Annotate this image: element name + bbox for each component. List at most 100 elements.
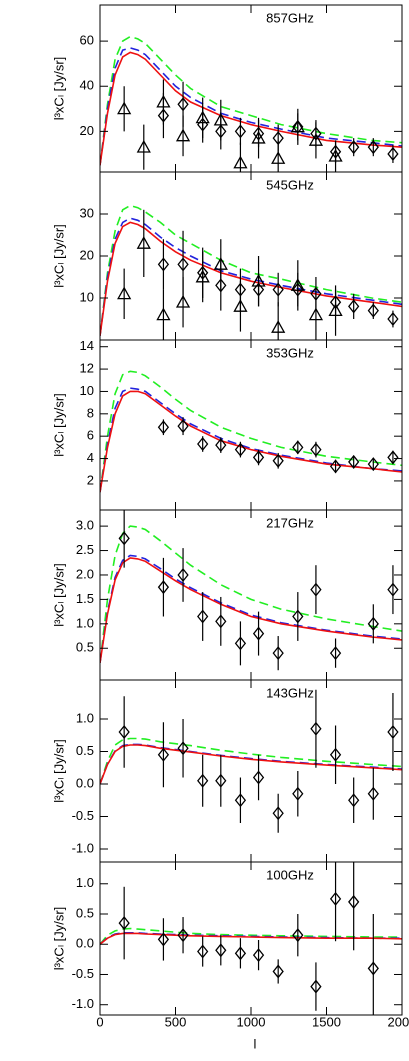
triangle-marker — [271, 151, 286, 164]
panel: 0.5 1.0 1.5 2.0 2.5 3.0 217GHz l³xCₗ [Jy/sr] — [51, 509, 403, 681]
diamond-marker — [215, 943, 227, 958]
diamond-marker — [157, 257, 170, 272]
y-tick-label: 3.0 — [76, 518, 94, 533]
y-axis-label: l³xCₗ [Jy/sr] — [51, 224, 66, 288]
diamond-marker — [197, 773, 209, 788]
panel: 10 20 30 545GHz l³xCₗ [Jy/sr] — [51, 171, 403, 341]
panel-label: 217GHz — [266, 515, 314, 530]
triangle-marker — [308, 307, 324, 321]
diamond-marker — [197, 609, 209, 624]
diamond-marker — [367, 786, 379, 801]
triangle-marker — [328, 303, 343, 317]
diamond-marker — [252, 450, 265, 465]
panel: 2 4 6 8 10 12 14 353GHz l³xCₗ [Jy/sr] — [51, 338, 403, 511]
triangle-marker — [117, 286, 132, 300]
diamond-marker — [118, 531, 130, 546]
y-tick-label: 0.0 — [76, 936, 94, 951]
x-axis-label: l — [254, 1036, 257, 1051]
triangle-marker — [156, 307, 171, 321]
x-tick-label: 1500 — [312, 1014, 341, 1029]
diamond-marker — [215, 614, 227, 629]
y-axis-label: l³xCₗ [Jy/sr] — [51, 563, 66, 627]
y-tick-label: 20 — [80, 123, 94, 138]
triangle-marker — [175, 294, 191, 308]
triangle-marker — [308, 133, 324, 146]
triangle-marker — [213, 257, 228, 270]
plot-area — [100, 510, 402, 671]
panel-frame — [99, 861, 403, 1016]
model-line — [100, 387, 402, 493]
y-tick-label: 14 — [80, 338, 94, 353]
diamond-marker — [197, 436, 209, 452]
diamond-marker — [348, 454, 360, 469]
diamond-marker — [367, 303, 379, 318]
y-tick-label: -1.0 — [72, 840, 94, 855]
model-line — [100, 525, 402, 663]
diamond-marker — [367, 457, 379, 472]
diamond-marker — [348, 793, 360, 808]
diamond-marker — [118, 724, 130, 740]
diamond-marker — [252, 948, 265, 963]
diamond-marker — [348, 299, 360, 314]
model-line — [100, 557, 402, 664]
panel-frame — [99, 171, 403, 341]
triangle-marker — [195, 269, 210, 283]
x-tick-label: 2000 — [388, 1014, 409, 1029]
y-tick-label: 4 — [87, 450, 94, 465]
diamond-marker — [367, 616, 379, 631]
panel-label: 857GHz — [266, 10, 314, 25]
diamond-marker — [118, 916, 130, 931]
diamond-marker — [157, 420, 170, 435]
model-line — [100, 35, 402, 166]
panel-label: 100GHz — [266, 867, 314, 882]
diamond-marker — [272, 282, 284, 297]
y-tick-label: -0.5 — [72, 808, 94, 823]
panel-label: 353GHz — [266, 345, 314, 360]
diamond-marker — [292, 609, 304, 624]
diamond-marker — [387, 582, 399, 597]
y-tick-label: 0.0 — [76, 775, 94, 790]
plot-area — [100, 689, 402, 833]
triangle-marker — [290, 278, 305, 291]
diamond-marker — [234, 793, 247, 808]
y-tick-label: 1.5 — [76, 591, 94, 606]
diamond-marker — [367, 140, 379, 155]
y-axis-label: l³xCₗ [Jy/sr] — [51, 393, 66, 457]
y-tick-label: 2 — [87, 472, 94, 487]
triangle-marker — [233, 299, 248, 312]
panel-label: 143GHz — [266, 685, 314, 700]
triangle-marker — [251, 273, 266, 287]
panel-frame — [99, 509, 403, 681]
diamond-marker — [234, 442, 247, 457]
diamond-marker — [177, 741, 189, 756]
y-tick-label: 60 — [80, 33, 94, 48]
plot-area — [100, 862, 402, 1015]
diamond-marker — [292, 786, 304, 801]
y-tick-label: 1.0 — [76, 710, 94, 725]
panel: 20 40 60 857GHz l³xCₗ [Jy/sr] — [51, 4, 403, 173]
model-line — [100, 927, 402, 945]
panel-frame — [99, 679, 403, 863]
diamond-marker — [215, 438, 227, 453]
y-tick-label: 2.5 — [76, 542, 94, 557]
panel: -1.0 -0.5 0.0 0.5 1.0 0 500 1000 1500 2000 l 100GHz… — [51, 861, 409, 1051]
diamond-marker — [387, 724, 399, 740]
model-line — [100, 390, 402, 493]
y-tick-label: 20 — [80, 247, 94, 262]
diamond-marker — [215, 773, 227, 788]
diamond-marker — [329, 891, 342, 906]
diamond-marker — [387, 450, 399, 465]
diamond-marker — [329, 646, 342, 661]
triangle-marker — [251, 130, 266, 144]
plot-area — [100, 370, 402, 493]
y-tick-label: 8 — [87, 405, 94, 420]
plot-area — [100, 204, 402, 340]
diamond-marker — [348, 894, 360, 909]
y-axis-label: l³xCₗ [Jy/sr] — [51, 57, 66, 121]
diamond-marker — [234, 636, 247, 651]
diamond-marker — [272, 646, 284, 661]
triangle-marker — [271, 320, 286, 333]
triangle-marker — [195, 110, 210, 124]
diamond-marker — [367, 961, 379, 976]
